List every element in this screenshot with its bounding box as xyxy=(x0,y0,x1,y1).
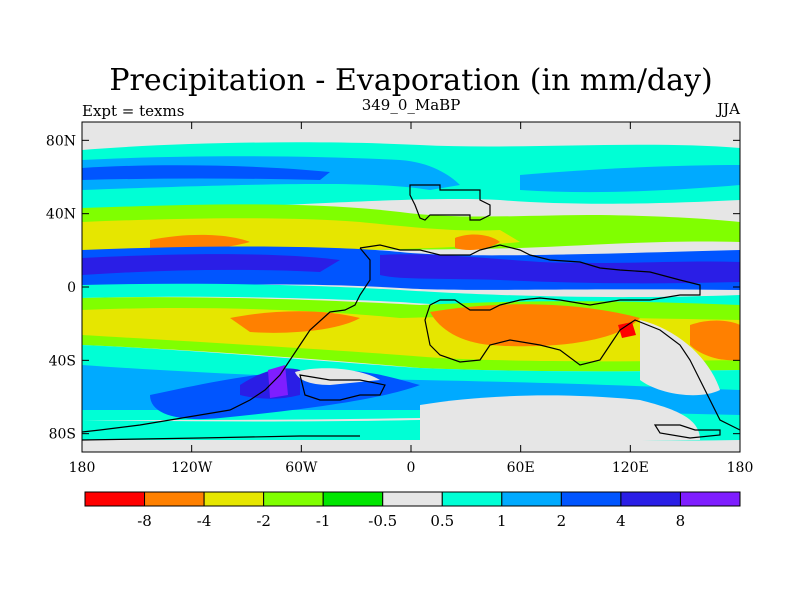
colorbar-label: -8 xyxy=(137,512,152,530)
band-itcz-indigo xyxy=(82,254,340,275)
coastline-west xyxy=(82,247,371,433)
x-tick-label: 120W xyxy=(171,460,213,476)
colorbar-swatch xyxy=(620,491,681,507)
band-nh-blue xyxy=(82,165,330,180)
colorbar-label: -0.5 xyxy=(368,512,397,530)
x-axis: 180 120W 60W 0 60E 120E 180 xyxy=(69,122,754,476)
patch-australia-grey xyxy=(640,320,720,396)
patch-red xyxy=(618,322,636,338)
x-tick-label: 0 xyxy=(407,460,416,476)
colorbar-label: 4 xyxy=(616,512,626,530)
patch-sh-africa-grey xyxy=(295,368,380,385)
x-tick-label: 180 xyxy=(727,460,754,476)
colorbar-swatch xyxy=(144,491,205,507)
colorbar-label: -2 xyxy=(256,512,271,530)
colorbar-swatch xyxy=(679,491,741,507)
precipitation-field xyxy=(82,122,740,452)
y-tick-label: 40S xyxy=(49,353,76,369)
colorbar-swatch xyxy=(203,491,265,507)
colorbar-label: -4 xyxy=(197,512,212,530)
colorbar-swatch xyxy=(84,491,146,507)
patch-south-pacific-orange xyxy=(690,320,740,361)
chart-title: Precipitation - Evaporation (in mm/day) xyxy=(109,63,712,98)
band-nh-light-blue-east xyxy=(520,165,740,193)
x-tick-label: 60E xyxy=(507,460,535,476)
colorbar-swatch xyxy=(322,491,384,507)
y-tick-label: 80S xyxy=(49,427,76,443)
coastline-southeast xyxy=(653,424,721,439)
y-tick-label: 80N xyxy=(46,133,76,149)
y-tick-label: 0 xyxy=(67,280,76,296)
colorbar-label: 0.5 xyxy=(430,512,454,530)
x-tick-label: 120E xyxy=(612,460,649,476)
coastline-north xyxy=(409,184,491,221)
colorbar-swatch xyxy=(263,491,324,507)
x-tick-label: 180 xyxy=(69,460,96,476)
band-itcz-indigo-east xyxy=(380,254,740,284)
patch-indian-orange xyxy=(430,304,640,347)
patch-pacific-orange xyxy=(230,311,360,333)
colorbar-label: 8 xyxy=(676,512,686,530)
colorbar-swatch xyxy=(382,491,443,507)
patch-mediterranean-orange xyxy=(455,234,500,250)
subtitle-left: Expt = texms xyxy=(82,102,184,120)
colorbar-label: 2 xyxy=(557,512,567,530)
y-tick-label: 40N xyxy=(46,207,76,223)
x-tick-label: 60W xyxy=(285,460,318,476)
colorbar-label: 1 xyxy=(497,512,507,530)
coastline-south xyxy=(82,435,360,441)
coastline-central xyxy=(359,244,740,431)
colorbar-label: -1 xyxy=(316,512,331,530)
coastlines xyxy=(82,184,740,441)
patch-sh-violet xyxy=(268,365,288,398)
patch-antarctic-grey xyxy=(420,395,700,445)
subtitle-center: 349_0_MaBP xyxy=(362,96,461,114)
subtitle-right: JJA xyxy=(715,100,740,118)
colorbar-swatch xyxy=(441,491,503,507)
colorbar-swatch xyxy=(560,491,622,507)
coastline-southwest xyxy=(299,374,386,401)
colorbar: -8 -4 -2 -1 -0.5 0.5 1 2 4 8 xyxy=(84,491,741,530)
colorbar-swatch xyxy=(501,491,562,507)
y-axis: 80N 40N 0 40S 80S xyxy=(46,133,740,443)
